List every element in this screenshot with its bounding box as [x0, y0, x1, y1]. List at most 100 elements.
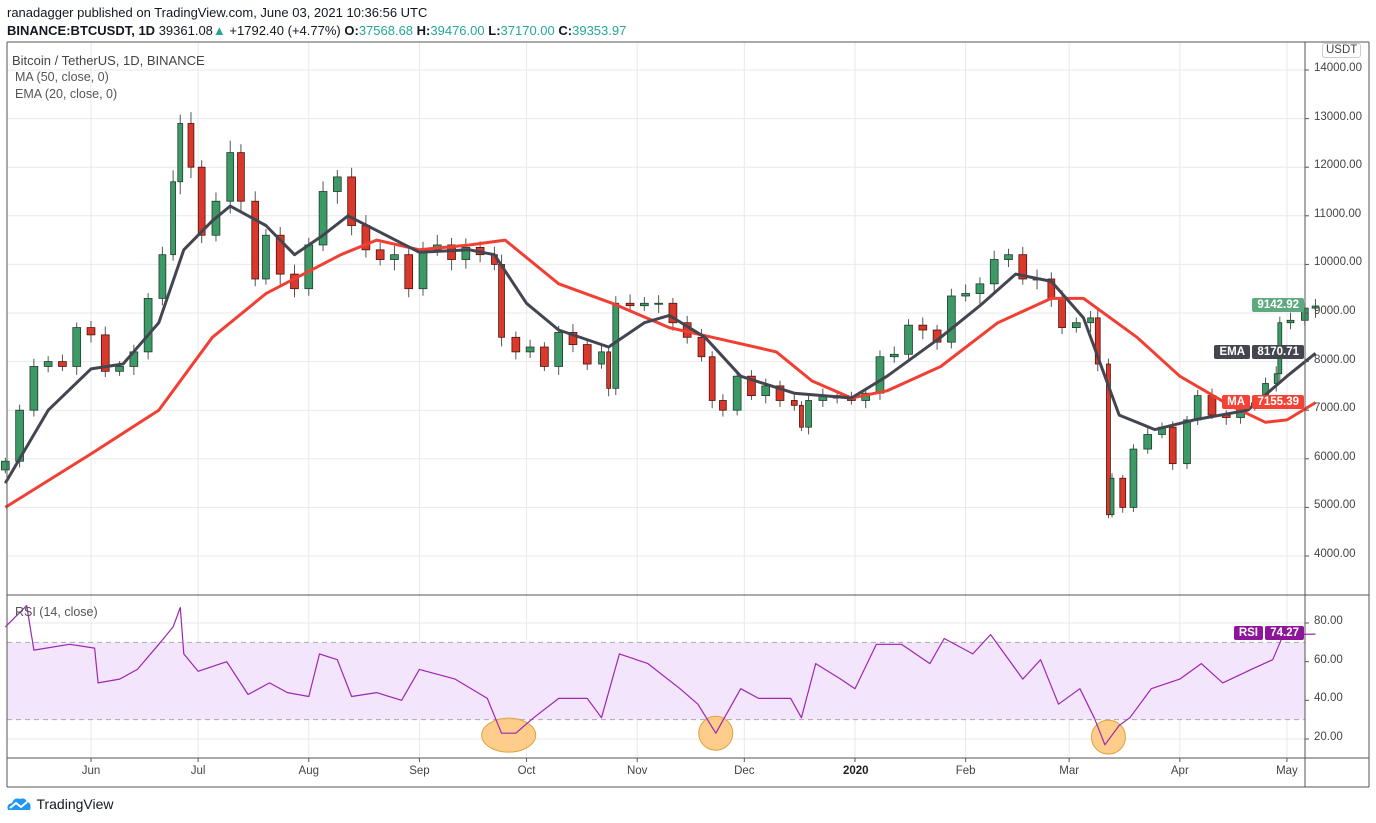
candle-down — [918, 324, 928, 331]
candle-down — [1058, 298, 1066, 328]
candle-up — [1087, 317, 1094, 324]
price-tick-label: 9000.00 — [1314, 305, 1356, 317]
candle-up — [262, 234, 270, 280]
close-label: C: — [558, 23, 573, 38]
candle-down — [1119, 477, 1127, 508]
candle-up — [975, 283, 985, 294]
candle-up — [904, 324, 913, 355]
price-tick-label: 12000.00 — [1314, 159, 1362, 172]
candle-down — [708, 356, 716, 401]
candle-up — [318, 191, 328, 246]
candle-up — [43, 361, 53, 367]
chart-frame — [6, 41, 1370, 788]
price-tick-label: 4000.00 — [1314, 548, 1356, 560]
candle-up — [1143, 434, 1153, 450]
candle-down — [58, 361, 67, 367]
candle-down — [86, 327, 96, 336]
candle-up — [72, 327, 82, 367]
candle-up — [177, 123, 184, 183]
candle-up — [1311, 305, 1320, 309]
last-price-tag: 9142.92 — [1252, 298, 1304, 313]
time-tick-label: Jun — [81, 765, 101, 777]
ema-legend[interactable]: EMA (20, close, 0) — [15, 87, 118, 101]
rsi-band-fill — [7, 642, 1305, 720]
candle-up — [29, 366, 39, 411]
price-tick-label: 8000.00 — [1314, 353, 1356, 366]
rsi-legend[interactable]: RSI (14, close) — [15, 605, 98, 619]
candle-up — [226, 152, 235, 202]
price-tick-label: 11000.00 — [1314, 207, 1362, 220]
ema-value-tag: 8170.71 — [1252, 345, 1304, 360]
candle-up — [875, 356, 885, 394]
high-label: H: — [416, 23, 431, 38]
price-tick-label: 10000.00 — [1314, 256, 1362, 269]
time-tick-label: Nov — [626, 765, 648, 777]
candle-down — [582, 344, 592, 365]
symbol: BINANCE:BTCUSDT, 1D — [7, 23, 156, 38]
candle-down — [747, 375, 756, 397]
candle-up — [525, 346, 535, 353]
high-value: 39476.00 — [430, 23, 485, 38]
candle-up — [1129, 448, 1138, 508]
candle-down — [799, 404, 804, 428]
close-value: 39353.97 — [572, 23, 627, 38]
candle-up — [889, 353, 899, 358]
time-tick-label: 2020 — [842, 765, 869, 777]
candle-up — [115, 366, 124, 372]
candle-down — [347, 176, 356, 226]
candle-up — [732, 375, 742, 411]
candle-up — [1071, 322, 1081, 328]
time-tick-label: Aug — [298, 765, 319, 777]
candle-up — [1109, 477, 1115, 516]
rsi-tick-label: 40.00 — [1314, 692, 1343, 705]
candle-up — [805, 400, 812, 428]
rsi-value-tag: 74.27 — [1265, 626, 1304, 641]
price-tick-label: 6000.00 — [1314, 450, 1356, 463]
candle-down — [251, 200, 260, 280]
candle-down — [697, 336, 706, 358]
ma50-line — [4, 238, 1317, 509]
candle-down — [568, 332, 578, 345]
tradingview-logo[interactable]: TradingView — [6, 796, 114, 817]
candle-down — [540, 346, 549, 367]
rsi-tag-label: RSI — [1233, 626, 1263, 641]
candle-up — [554, 332, 563, 367]
candle-down — [790, 400, 798, 406]
rsi-highlights — [481, 715, 1126, 755]
candle-up — [598, 351, 605, 365]
candle-up — [418, 249, 428, 290]
low-value: 37170.00 — [500, 23, 555, 38]
candle-down — [1018, 254, 1028, 280]
publisher-line: ranadagger published on TradingView.com,… — [7, 5, 428, 20]
price-tick-label: 7000.00 — [1314, 402, 1356, 415]
candle-up — [1273, 373, 1279, 384]
time-tick-label: Oct — [517, 765, 536, 777]
candles — [1, 112, 1320, 519]
ema-tag-label: EMA — [1214, 345, 1250, 360]
time-tick-label: Feb — [955, 765, 976, 777]
candle-up — [1, 460, 10, 471]
price-change: +1792.40 (+4.77%) — [229, 23, 341, 38]
ma-legend[interactable]: MA (50, close, 0) — [15, 70, 109, 84]
candle-down — [625, 302, 635, 307]
price-tick-label: 14000.00 — [1314, 62, 1362, 74]
rsi-oversold-highlight — [481, 717, 537, 753]
currency-badge[interactable]: USDT — [1322, 43, 1362, 58]
candle-down — [1168, 426, 1177, 465]
rsi-tick-label: 80.00 — [1314, 615, 1343, 627]
candle-up — [170, 181, 176, 256]
candle-up — [612, 302, 620, 389]
candle-up — [947, 295, 956, 343]
chart-title: Bitcoin / TetherUS, 1D, BINANCE — [12, 53, 205, 68]
candle-down — [404, 254, 414, 290]
time-tick-label: Sep — [409, 765, 430, 777]
price-tick-label: 5000.00 — [1314, 499, 1356, 512]
candle-up — [761, 385, 771, 397]
candle-up — [143, 298, 153, 353]
candle-down — [606, 351, 612, 389]
indicator-lines — [4, 204, 1317, 746]
ma-value-tag: 7155.39 — [1252, 394, 1304, 409]
time-tick-label: Mar — [1059, 765, 1080, 777]
candle-down — [275, 234, 285, 275]
